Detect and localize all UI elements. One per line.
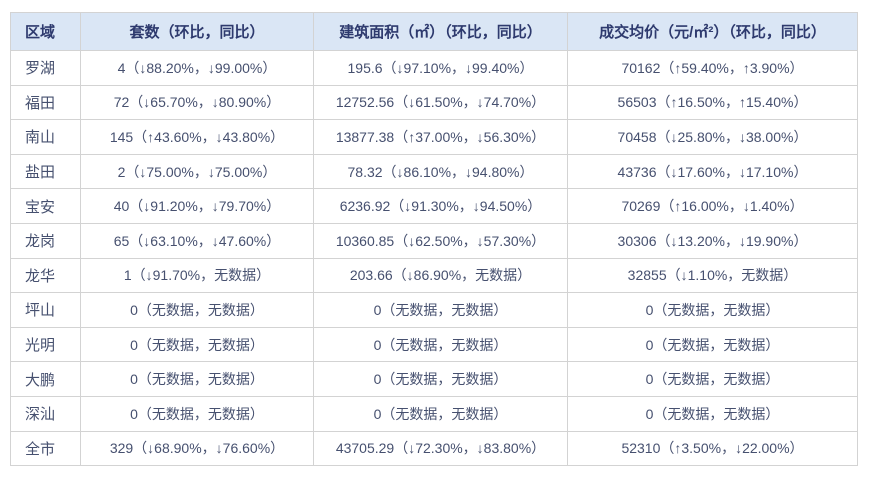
- region-cell: 光明: [10, 326, 81, 363]
- units-cell: 72（↓65.70%，↓80.90%）: [80, 84, 314, 121]
- column-header-floor-area: 建筑面积（㎡）（环比，同比）: [313, 12, 568, 51]
- region-cell: 龙岗: [10, 222, 81, 259]
- table-row: 深汕 0（无数据，无数据） 0（无数据，无数据） 0（无数据，无数据）: [10, 395, 858, 432]
- column-header-region: 区域: [10, 12, 81, 51]
- units-cell: 0（无数据，无数据）: [80, 292, 314, 328]
- avg-price-cell: 70458（↓25.80%，↓38.00%）: [567, 119, 858, 155]
- table-row: 罗湖 4（↓88.20%，↓99.00%） 195.6（↓97.10%，↓99.40…: [10, 50, 858, 86]
- units-cell: 0（无数据，无数据）: [80, 361, 314, 397]
- region-cell: 宝安: [10, 188, 81, 224]
- avg-price-cell: 0（无数据，无数据）: [567, 292, 858, 328]
- avg-price-cell: 0（无数据，无数据）: [567, 361, 858, 397]
- units-cell: 329（↓68.90%，↓76.60%）: [80, 430, 314, 467]
- avg-price-cell: 0（无数据，无数据）: [567, 326, 858, 363]
- region-cell: 全市: [10, 430, 81, 467]
- avg-price-cell: 70162（↑59.40%，↑3.90%）: [567, 50, 858, 86]
- floor-area-cell: 10360.85（↓62.50%，↓57.30%）: [313, 222, 568, 259]
- region-cell: 龙华: [10, 257, 81, 294]
- table-row: 宝安 40（↓91.20%，↓79.70%） 6236.92（↓91.30%，↓94…: [10, 188, 858, 224]
- units-cell: 65（↓63.10%，↓47.60%）: [80, 222, 314, 259]
- region-cell: 福田: [10, 84, 81, 121]
- floor-area-cell: 43705.29（↓72.30%，↓83.80%）: [313, 430, 568, 467]
- table-row: 光明 0（无数据，无数据） 0（无数据，无数据） 0（无数据，无数据）: [10, 326, 858, 363]
- avg-price-cell: 0（无数据，无数据）: [567, 395, 858, 432]
- units-cell: 0（无数据，无数据）: [80, 395, 314, 432]
- table-row: 盐田 2（↓75.00%，↓75.00%） 78.32（↓86.10%，↓94.80…: [10, 153, 858, 190]
- region-cell: 南山: [10, 119, 81, 155]
- table-row: 大鹏 0（无数据，无数据） 0（无数据，无数据） 0（无数据，无数据）: [10, 361, 858, 397]
- floor-area-cell: 0（无数据，无数据）: [313, 361, 568, 397]
- avg-price-cell: 52310（↑3.50%，↓22.00%）: [567, 430, 858, 467]
- floor-area-cell: 12752.56（↓61.50%，↓74.70%）: [313, 84, 568, 121]
- table-row: 坪山 0（无数据，无数据） 0（无数据，无数据） 0（无数据，无数据）: [10, 292, 858, 328]
- floor-area-cell: 78.32（↓86.10%，↓94.80%）: [313, 153, 568, 190]
- floor-area-cell: 195.6（↓97.10%，↓99.40%）: [313, 50, 568, 86]
- units-cell: 1（↓91.70%，无数据）: [80, 257, 314, 294]
- floor-area-cell: 0（无数据，无数据）: [313, 292, 568, 328]
- units-cell: 4（↓88.20%，↓99.00%）: [80, 50, 314, 86]
- units-cell: 40（↓91.20%，↓79.70%）: [80, 188, 314, 224]
- units-cell: 145（↑43.60%，↓43.80%）: [80, 119, 314, 155]
- column-header-units: 套数（环比，同比）: [80, 12, 314, 51]
- table-header-row: 区域 套数（环比，同比） 建筑面积（㎡）（环比，同比） 成交均价（元/㎡²）（环…: [10, 12, 858, 51]
- units-cell: 2（↓75.00%，↓75.00%）: [80, 153, 314, 190]
- units-cell: 0（无数据，无数据）: [80, 326, 314, 363]
- region-cell: 深汕: [10, 395, 81, 432]
- floor-area-cell: 13877.38（↑37.00%，↓56.30%）: [313, 119, 568, 155]
- table-row: 龙岗 65（↓63.10%，↓47.60%） 10360.85（↓62.50%，↓5…: [10, 222, 858, 259]
- region-cell: 大鹏: [10, 361, 81, 397]
- avg-price-cell: 70269（↑16.00%，↓1.40%）: [567, 188, 858, 224]
- region-cell: 盐田: [10, 153, 81, 190]
- avg-price-cell: 43736（↓17.60%，↓17.10%）: [567, 153, 858, 190]
- floor-area-cell: 0（无数据，无数据）: [313, 326, 568, 363]
- table-row: 福田 72（↓65.70%，↓80.90%） 12752.56（↓61.50%，↓7…: [10, 84, 858, 121]
- floor-area-cell: 203.66（↓86.90%，无数据）: [313, 257, 568, 294]
- district-transactions-table-container: 区域 套数（环比，同比） 建筑面积（㎡）（环比，同比） 成交均价（元/㎡²）（环…: [10, 12, 858, 467]
- column-header-avg-price: 成交均价（元/㎡²）（环比，同比）: [567, 12, 858, 51]
- table-body: 罗湖 4（↓88.20%，↓99.00%） 195.6（↓97.10%，↓99.40…: [10, 50, 858, 467]
- table-row: 全市 329（↓68.90%，↓76.60%） 43705.29（↓72.30%，↓…: [10, 430, 858, 467]
- avg-price-cell: 32855（↓1.10%，无数据）: [567, 257, 858, 294]
- region-cell: 坪山: [10, 292, 81, 328]
- table-row: 南山 145（↑43.60%，↓43.80%） 13877.38（↑37.00%，↓…: [10, 119, 858, 155]
- district-transactions-table: 区域 套数（环比，同比） 建筑面积（㎡）（环比，同比） 成交均价（元/㎡²）（环…: [10, 12, 858, 467]
- region-cell: 罗湖: [10, 50, 81, 86]
- avg-price-cell: 56503（↑16.50%，↑15.40%）: [567, 84, 858, 121]
- floor-area-cell: 0（无数据，无数据）: [313, 395, 568, 432]
- floor-area-cell: 6236.92（↓91.30%，↓94.50%）: [313, 188, 568, 224]
- avg-price-cell: 30306（↓13.20%，↓19.90%）: [567, 222, 858, 259]
- table-row: 龙华 1（↓91.70%，无数据） 203.66（↓86.90%，无数据） 32855…: [10, 257, 858, 294]
